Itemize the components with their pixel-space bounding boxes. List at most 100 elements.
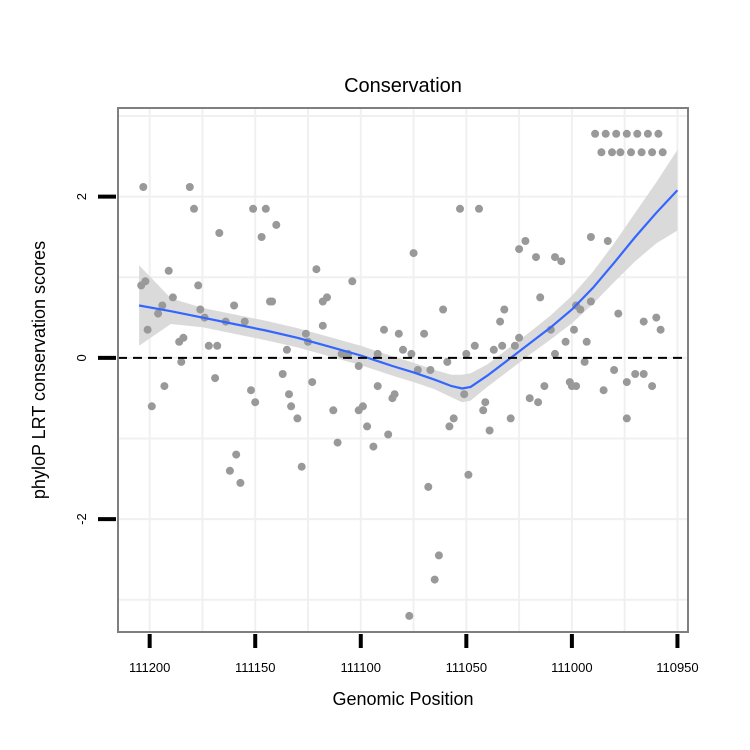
data-point (521, 237, 530, 245)
data-point (158, 301, 167, 310)
x-tick-label: 111100 (341, 660, 382, 675)
data-point (443, 357, 452, 366)
data-point (591, 129, 600, 138)
data-point (479, 406, 488, 415)
y-tick-label: -2 (74, 513, 89, 525)
chart-title: Conservation (344, 75, 462, 97)
data-point (215, 229, 224, 237)
data-point (143, 325, 152, 334)
data-point (652, 313, 661, 322)
data-point (648, 382, 657, 391)
data-point (348, 277, 357, 286)
data-point (498, 341, 507, 350)
data-point (282, 345, 291, 354)
data-point (631, 370, 640, 378)
data-point (510, 341, 519, 350)
data-points (137, 129, 667, 620)
data-point (485, 426, 494, 435)
data-point (622, 378, 631, 387)
data-point (637, 148, 646, 157)
data-point (462, 349, 471, 358)
data-point (285, 390, 293, 399)
data-point (424, 482, 433, 491)
data-point (434, 551, 443, 560)
data-point (601, 129, 610, 138)
data-point (154, 309, 163, 318)
data-point (407, 349, 416, 358)
data-point (643, 129, 652, 138)
data-point (656, 325, 665, 334)
data-point (190, 204, 198, 213)
data-point (633, 129, 642, 138)
data-point (570, 325, 578, 334)
data-point (445, 422, 454, 431)
y-tick-label: 0 (74, 354, 89, 361)
data-point (380, 325, 388, 334)
data-point (373, 382, 382, 391)
data-point (373, 349, 382, 358)
data-point (648, 148, 657, 157)
loess-smooth-line (138, 189, 679, 390)
data-point (261, 204, 270, 213)
data-point (420, 329, 429, 338)
data-point (363, 422, 372, 431)
data-point (608, 148, 616, 157)
data-point (597, 148, 606, 157)
data-point (658, 148, 667, 157)
data-point (354, 362, 363, 370)
data-point (449, 414, 458, 423)
data-point (141, 277, 150, 286)
data-point (536, 293, 545, 302)
data-point (333, 438, 342, 447)
data-point (369, 442, 378, 451)
data-point (213, 341, 222, 350)
data-point (249, 204, 258, 213)
data-point (551, 253, 559, 262)
data-point (225, 466, 234, 475)
data-point (147, 402, 156, 411)
data-point (489, 345, 498, 354)
data-point (312, 265, 321, 274)
data-point (534, 398, 543, 407)
data-point (278, 370, 287, 378)
data-point (293, 414, 302, 423)
data-point (409, 249, 418, 258)
data-point (301, 329, 310, 338)
data-point (561, 337, 570, 346)
data-point (500, 305, 509, 314)
data-point (622, 129, 631, 138)
data-point (654, 129, 663, 138)
x-tick-label: 111150 (235, 660, 276, 675)
data-point (475, 204, 483, 213)
data-point (481, 398, 490, 407)
data-point (439, 305, 448, 314)
data-point (460, 390, 469, 399)
plot-panel-border (117, 107, 689, 633)
smooth-line-layer (138, 189, 679, 390)
data-point (586, 297, 595, 306)
data-point (540, 382, 549, 391)
data-point (456, 204, 464, 213)
data-point (610, 366, 619, 374)
data-point (506, 414, 515, 423)
data-point (567, 382, 576, 391)
data-point (204, 341, 213, 350)
data-point (580, 357, 589, 366)
data-point (164, 266, 173, 275)
data-point (337, 349, 346, 358)
data-point (639, 317, 648, 326)
data-point (179, 333, 188, 342)
data-point (515, 333, 524, 342)
data-point (470, 341, 479, 350)
x-tick-label: 111050 (446, 660, 487, 675)
x-axis: 111200 111150 111100 111050 111000 110950 (129, 634, 699, 675)
data-point (196, 305, 205, 314)
data-point (496, 317, 505, 326)
data-point (266, 297, 274, 306)
data-point (354, 406, 363, 415)
data-point (160, 382, 169, 391)
x-tick-label: 111200 (129, 660, 170, 675)
data-point (287, 402, 296, 411)
data-point (394, 329, 403, 338)
